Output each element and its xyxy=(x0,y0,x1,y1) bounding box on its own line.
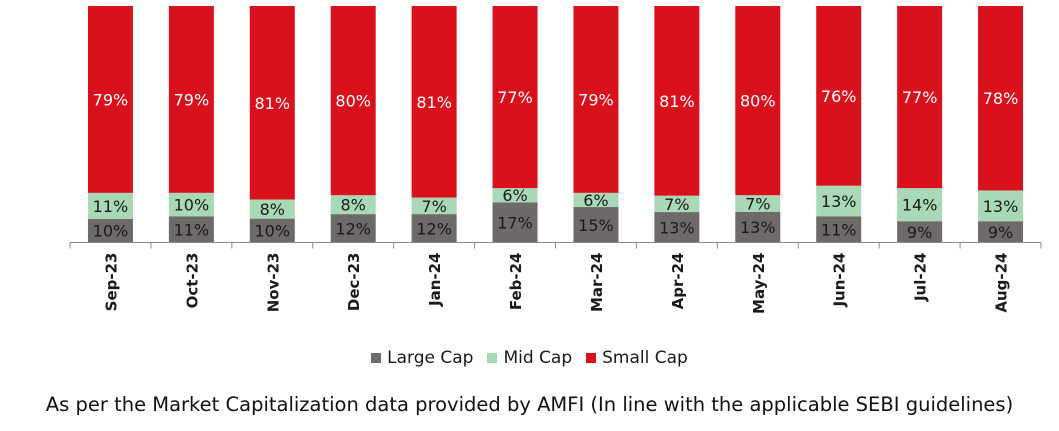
data-label-small-cap: 81% xyxy=(659,92,695,111)
legend-swatch xyxy=(487,353,498,363)
x-tick-label: Jul-24 xyxy=(912,253,930,303)
bar-mid-cap xyxy=(735,195,781,212)
legend-label: Mid Cap xyxy=(503,348,573,368)
data-label-small-cap: 81% xyxy=(255,94,291,113)
bar-large-cap xyxy=(816,216,862,243)
bar-small-cap xyxy=(573,6,619,193)
data-label-mid-cap: 11% xyxy=(93,197,129,216)
bar-mid-cap xyxy=(492,188,538,203)
data-label-small-cap: 77% xyxy=(902,88,938,107)
bar-large-cap xyxy=(492,202,538,243)
data-label-small-cap: 80% xyxy=(740,92,776,111)
bar-small-cap xyxy=(330,6,376,196)
data-label-mid-cap: 8% xyxy=(341,196,366,215)
bar-large-cap xyxy=(330,214,376,243)
bar-small-cap xyxy=(249,6,295,200)
bar-small-cap xyxy=(654,6,700,196)
legend-swatch xyxy=(586,353,597,363)
data-label-large-cap: 12% xyxy=(416,219,452,238)
legend-label: Small Cap xyxy=(602,348,688,368)
data-label-mid-cap: 7% xyxy=(664,195,689,214)
x-tick-label: Mar-24 xyxy=(588,253,606,313)
data-label-mid-cap: 6% xyxy=(502,186,527,205)
bar-large-cap xyxy=(87,218,133,243)
legend-swatch xyxy=(371,353,382,363)
bar-large-cap xyxy=(168,216,214,243)
bar-small-cap xyxy=(978,6,1024,191)
bar-small-cap xyxy=(492,6,538,189)
stacked-bar-chart: 10% 11% 79% Sep-23 11% 10% 79% Oct-23 10% 8% 81% No… xyxy=(69,6,1042,314)
data-label-mid-cap: 14% xyxy=(902,196,938,215)
bar-mid-cap xyxy=(411,197,457,215)
bar-small-cap xyxy=(411,6,457,198)
bar-small-cap xyxy=(735,6,781,196)
data-label-small-cap: 76% xyxy=(821,87,857,106)
data-label-large-cap: 11% xyxy=(174,220,210,239)
bar-mid-cap xyxy=(87,192,133,219)
x-tick-label: Oct-23 xyxy=(183,253,201,309)
data-label-small-cap: 79% xyxy=(578,90,614,109)
bar-large-cap xyxy=(654,212,700,243)
x-tick-label: Jun-24 xyxy=(831,253,849,308)
bar-small-cap xyxy=(897,6,943,189)
x-tick-label: Feb-24 xyxy=(507,253,525,311)
x-tick-label: Nov-23 xyxy=(264,253,282,313)
bar-mid-cap xyxy=(330,195,376,215)
bar-mid-cap xyxy=(168,192,214,217)
data-label-small-cap: 81% xyxy=(416,93,452,112)
data-label-large-cap: 11% xyxy=(821,220,857,239)
data-label-large-cap: 9% xyxy=(907,223,932,242)
bar-small-cap xyxy=(168,6,214,193)
bar-mid-cap xyxy=(978,190,1024,222)
data-label-large-cap: 10% xyxy=(93,222,129,241)
data-label-large-cap: 13% xyxy=(740,218,776,237)
source-caption: As per the Market Capitalization data pr… xyxy=(45,393,1014,416)
legend-item-small-cap: Small Cap xyxy=(586,348,688,368)
bar-small-cap xyxy=(816,6,862,186)
data-label-large-cap: 10% xyxy=(255,222,291,241)
data-label-mid-cap: 10% xyxy=(174,196,210,215)
legend-label: Large Cap xyxy=(387,348,474,368)
data-label-small-cap: 78% xyxy=(983,89,1019,108)
bar-mid-cap xyxy=(573,192,619,208)
bar-large-cap xyxy=(573,207,619,243)
bar-small-cap xyxy=(87,6,133,193)
legend-item-mid-cap: Mid Cap xyxy=(487,348,572,368)
legend-item-large-cap: Large Cap xyxy=(371,348,473,368)
data-label-mid-cap: 13% xyxy=(983,197,1019,216)
x-tick-label: Aug-24 xyxy=(993,253,1011,313)
x-tick-label: May-24 xyxy=(750,253,768,314)
data-label-small-cap: 79% xyxy=(174,90,210,109)
data-label-mid-cap: 8% xyxy=(260,200,285,219)
legend: Large Cap Mid Cap Small Cap xyxy=(0,347,1059,369)
data-label-small-cap: 77% xyxy=(497,88,533,107)
x-tick-label: Apr-24 xyxy=(669,253,687,310)
x-tick-label: Dec-23 xyxy=(345,253,363,312)
data-label-large-cap: 15% xyxy=(578,216,614,235)
data-label-large-cap: 17% xyxy=(497,213,533,232)
x-tick-label: Jan-24 xyxy=(426,253,444,307)
bar-large-cap xyxy=(897,221,943,243)
bar-mid-cap xyxy=(897,188,943,222)
bar-mid-cap xyxy=(249,199,295,219)
bar-mid-cap xyxy=(654,195,700,213)
data-label-mid-cap: 13% xyxy=(821,192,857,211)
data-label-mid-cap: 7% xyxy=(421,197,446,216)
data-label-mid-cap: 6% xyxy=(583,191,608,210)
bar-large-cap xyxy=(411,214,457,243)
bar-mid-cap xyxy=(816,185,862,217)
data-label-large-cap: 13% xyxy=(659,218,695,237)
x-tick-label: Sep-23 xyxy=(102,253,120,312)
bar-large-cap xyxy=(978,221,1024,243)
bar-large-cap xyxy=(249,218,295,243)
bar-large-cap xyxy=(735,211,781,243)
data-label-large-cap: 12% xyxy=(335,219,371,238)
data-label-small-cap: 80% xyxy=(335,92,371,111)
data-label-large-cap: 9% xyxy=(988,223,1013,242)
data-label-small-cap: 79% xyxy=(93,90,129,109)
data-label-mid-cap: 7% xyxy=(745,194,770,213)
